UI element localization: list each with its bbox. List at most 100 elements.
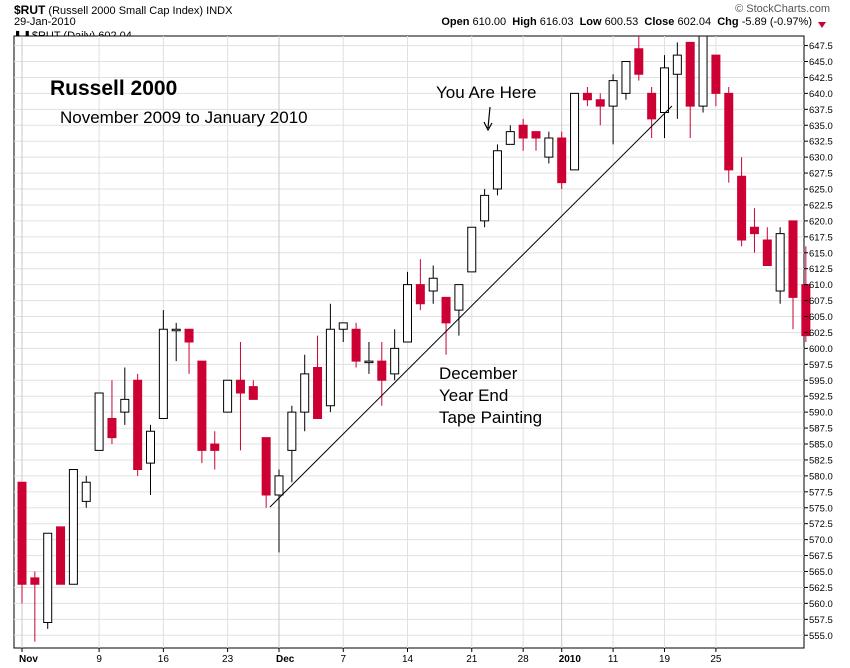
candle-up <box>300 373 310 413</box>
candle-down <box>595 99 605 107</box>
candle-up <box>287 411 297 451</box>
candle-up <box>480 194 490 222</box>
y-tick-label: 560.0 <box>809 599 833 610</box>
index-name: (Russell 2000 Small Cap Index) <box>48 5 204 17</box>
close-value: 602.04 <box>677 16 712 28</box>
x-tick-label: 9 <box>96 654 102 665</box>
y-tick-label: 580.0 <box>809 471 833 482</box>
y-tick-label: 625.0 <box>809 185 833 196</box>
candle-down <box>634 48 644 75</box>
candle-down <box>518 124 528 139</box>
close-label: Close <box>644 16 675 28</box>
y-tick-label: 630.0 <box>809 153 833 164</box>
y-tick-label: 600.0 <box>809 344 833 355</box>
candle-up <box>223 379 233 413</box>
candle-down <box>377 360 387 381</box>
y-tick-label: 557.5 <box>809 615 833 626</box>
tape-painting-line2: Year End <box>439 386 508 405</box>
y-tick-label: 572.5 <box>809 519 833 530</box>
y-tick-label: 645.0 <box>809 57 833 68</box>
candle-down <box>685 41 695 107</box>
candle-down <box>235 379 245 394</box>
candle-up <box>338 322 348 330</box>
candle-down <box>107 418 117 439</box>
x-tick-label: 21 <box>466 654 478 665</box>
candle-down <box>737 175 747 241</box>
chart-title: Russell 2000 <box>50 77 177 100</box>
low-label: Low <box>579 16 602 28</box>
ohlc-readout: Open 610.00 High 616.03 Low 600.53 Close… <box>441 16 812 28</box>
candle-down <box>749 226 759 235</box>
y-tick-label: 582.5 <box>809 455 833 466</box>
chg-label: Chg <box>717 16 739 28</box>
y-tick-label: 627.5 <box>809 169 833 180</box>
candle-down <box>17 481 27 585</box>
y-tick-label: 590.0 <box>809 408 833 419</box>
candle-down <box>557 137 567 184</box>
y-tick-label: 597.5 <box>809 360 833 371</box>
candle-up <box>81 481 91 502</box>
x-tick-label: 25 <box>710 654 722 665</box>
brand-link[interactable]: © StockCharts.com <box>735 3 830 15</box>
candle-up <box>492 150 502 190</box>
candle-down <box>415 284 425 305</box>
candle-down <box>724 92 734 171</box>
y-tick-label: 607.5 <box>809 296 833 307</box>
candle-up <box>775 233 785 292</box>
candle-up <box>505 131 515 145</box>
y-tick-label: 565.0 <box>809 567 833 578</box>
candle-up <box>698 35 708 107</box>
chart-subtitle: November 2009 to January 2010 <box>60 108 308 127</box>
candle-down <box>711 54 721 94</box>
candle-up <box>325 328 335 407</box>
candle-down <box>56 526 66 585</box>
x-tick-label: 16 <box>158 654 170 665</box>
chart-date: 29-Jan-2010 <box>14 16 76 28</box>
candle-down <box>788 220 798 298</box>
candle-down <box>762 239 772 266</box>
candle-down <box>441 296 451 324</box>
y-tick-label: 622.5 <box>809 200 833 211</box>
candle-up <box>274 475 284 496</box>
chg-down-arrow-icon <box>818 22 826 28</box>
you-are-here-label: You Are Here <box>436 83 537 102</box>
low-value: 600.53 <box>604 16 639 28</box>
exchange: INDX <box>206 5 233 17</box>
y-tick-label: 642.5 <box>809 73 833 84</box>
candle-down <box>313 367 323 419</box>
x-tick-label: 28 <box>518 654 530 665</box>
trend-line <box>269 105 673 508</box>
y-tick-label: 577.5 <box>809 487 833 498</box>
candle-up <box>94 392 104 451</box>
candle-up <box>146 430 155 464</box>
y-tick-label: 615.0 <box>809 248 833 259</box>
candle-up <box>660 67 669 113</box>
candle-up <box>621 61 631 94</box>
candle-down <box>184 328 194 343</box>
candle-down <box>261 437 271 496</box>
candle-up <box>467 226 477 273</box>
y-tick-label: 555.0 <box>809 631 833 642</box>
chart-header-title: $RUT (Russell 2000 Small Cap Index) INDX <box>14 3 232 17</box>
open-value: 610.00 <box>472 16 507 28</box>
x-tick-label: 19 <box>659 654 671 665</box>
ticker-symbol: $RUT <box>14 3 46 17</box>
x-tick-label: 7 <box>340 654 346 665</box>
y-tick-label: 570.0 <box>809 535 833 546</box>
candle-up <box>428 277 438 292</box>
you-are-here-arrow <box>487 106 491 129</box>
candle-down <box>210 443 220 451</box>
candle-up <box>120 398 130 413</box>
x-tick-label: Nov <box>19 654 38 665</box>
y-tick-label: 595.0 <box>809 376 833 387</box>
candle-up <box>608 80 618 107</box>
candle-up <box>43 532 53 623</box>
high-value: 616.03 <box>539 16 574 28</box>
x-tick-label: 14 <box>402 654 414 665</box>
y-tick-label: 567.5 <box>809 551 833 562</box>
candle-down <box>582 92 592 101</box>
y-tick-label: 640.0 <box>809 89 833 100</box>
y-tick-label: 605.0 <box>809 312 833 323</box>
candle-up <box>454 284 464 311</box>
